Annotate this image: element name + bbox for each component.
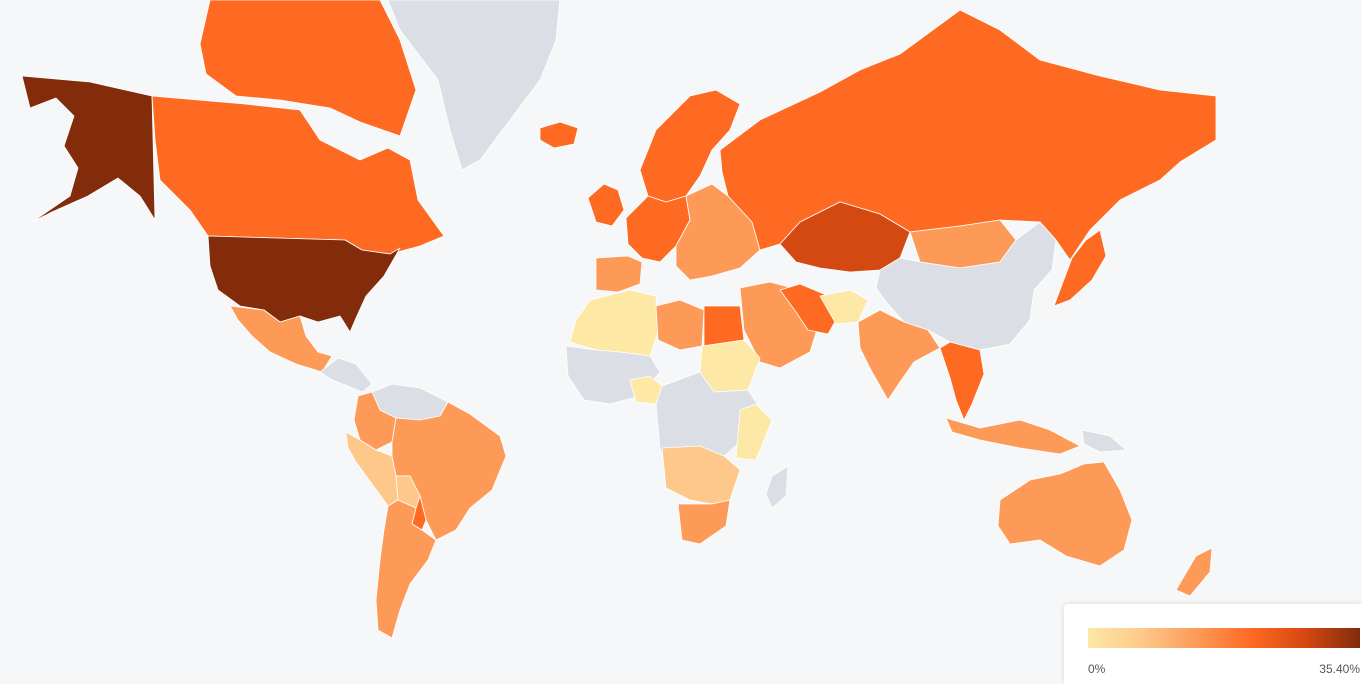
legend-max-label: 35.40% [1319,662,1360,676]
region-libya[interactable] [655,299,705,351]
region-madagascar[interactable] [765,465,789,509]
region-east-africa[interactable] [735,403,773,461]
region-afghanistan[interactable] [819,289,869,325]
region-egypt[interactable] [703,305,745,347]
region-mexico[interactable] [229,305,333,373]
region-new-zealand[interactable] [1175,547,1213,597]
region-australia[interactable] [997,461,1133,567]
region-chile-argentina[interactable] [375,499,437,639]
region-india[interactable] [857,309,941,401]
region-greenland[interactable] [387,0,561,171]
region-southeast-asia[interactable] [939,341,985,421]
region-russia[interactable] [719,9,1217,261]
region-iberia[interactable] [595,255,643,293]
region-iceland[interactable] [539,121,579,149]
region-alaska[interactable] [21,75,156,223]
region-canada[interactable] [151,95,445,255]
region-japan[interactable] [1053,229,1107,307]
region-papua[interactable] [1081,429,1127,453]
legend-min-label: 0% [1088,662,1106,676]
region-south-africa[interactable] [677,499,731,545]
region-canadian-arctic[interactable] [199,0,417,137]
region-united-states[interactable] [207,235,401,333]
region-indonesia[interactable] [945,417,1081,455]
region-southern-africa[interactable] [661,445,741,505]
legend-gradient-bar [1088,628,1360,648]
region-central-america[interactable] [319,357,373,393]
color-scale-legend: 0% 35.40% [1064,604,1362,684]
region-north-africa-west[interactable] [569,289,659,357]
region-uk-ireland[interactable] [587,183,625,227]
